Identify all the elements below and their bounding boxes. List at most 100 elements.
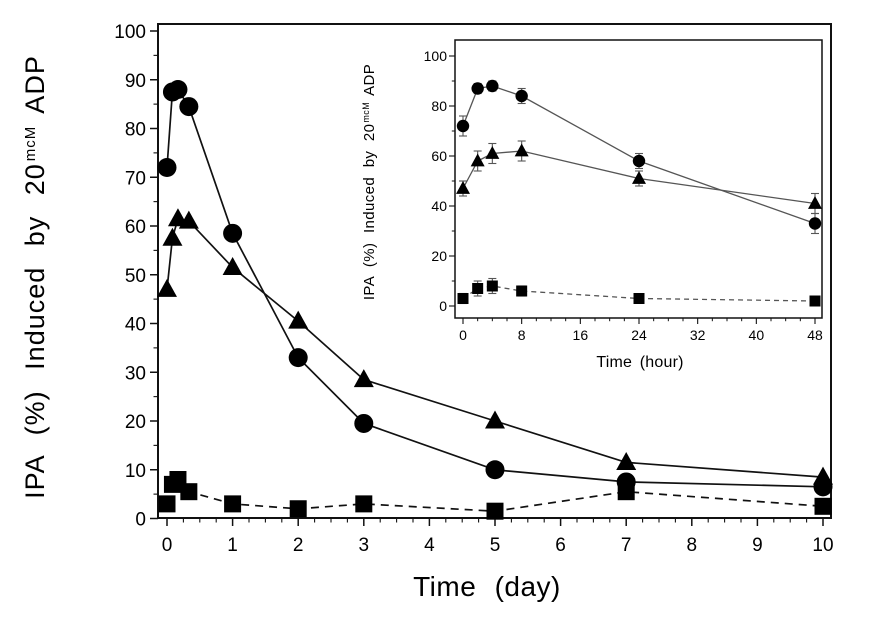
square-marker — [486, 280, 498, 292]
triangle-marker — [353, 369, 374, 388]
circle-marker — [179, 97, 199, 117]
y-tick-label: 40 — [431, 198, 447, 214]
triangle-marker — [485, 410, 505, 429]
x-tick-label: 6 — [555, 535, 566, 556]
filled-triangle-line — [166, 217, 824, 478]
x-tick-label: 8 — [518, 327, 526, 343]
main-y-axis-title: IPA (%) Induced by 20mcM ADP — [20, 17, 52, 537]
circle-marker — [288, 348, 308, 368]
square-marker — [633, 293, 645, 304]
square-marker — [457, 293, 469, 304]
x-tick-label: 10 — [812, 535, 833, 556]
triangle-marker — [632, 171, 646, 184]
x-tick-label: 0 — [459, 327, 467, 343]
triangle-marker — [616, 451, 637, 470]
triangle-marker — [157, 278, 177, 297]
y-tick-label: 30 — [125, 363, 146, 384]
circle-marker — [632, 154, 646, 168]
triangle-marker — [813, 466, 833, 485]
inset-y-axis-title-superscript: mcM — [361, 101, 371, 123]
main-y-axis-title-text: IPA (%) Induced by 20 — [20, 163, 50, 499]
square-marker — [289, 500, 307, 518]
circle-marker — [157, 158, 177, 177]
circle-marker — [808, 217, 822, 230]
square-marker — [472, 283, 484, 294]
inset-series-filled-circle — [456, 79, 822, 235]
triangle-marker — [222, 256, 243, 275]
x-tick-label: 3 — [359, 535, 370, 556]
triangle-marker — [288, 310, 309, 329]
main-series-filled-circle — [157, 80, 833, 497]
inset-y-axis-title-suffix: ADP — [361, 63, 378, 96]
y-tick-label: 100 — [114, 22, 146, 43]
main-x-axis-title: Time (day) — [413, 571, 561, 602]
filled-circle-line — [462, 85, 816, 225]
inset-y-axis-title-text: IPA (%) Induced by 20 — [361, 123, 378, 301]
y-tick-label: 100 — [424, 48, 448, 64]
circle-marker — [486, 79, 499, 93]
y-tick-label: 60 — [431, 148, 447, 164]
y-tick-label: 20 — [125, 412, 146, 433]
triangle-marker — [485, 146, 500, 159]
y-tick-label: 0 — [439, 298, 447, 314]
y-tick-label: 80 — [125, 120, 146, 141]
circle-marker — [515, 89, 528, 103]
triangle-marker — [470, 153, 485, 167]
circle-marker — [223, 223, 243, 243]
square-marker — [158, 495, 176, 513]
y-tick-label: 70 — [125, 168, 146, 189]
main-series-filled-square — [158, 471, 832, 520]
filled-square-line — [462, 285, 816, 302]
circle-marker — [485, 460, 505, 480]
triangle-marker — [162, 227, 183, 246]
y-tick-label: 60 — [125, 217, 146, 238]
main-axis-ticks — [150, 30, 824, 526]
circle-marker — [456, 119, 470, 133]
y-tick-label: 0 — [135, 510, 146, 531]
x-tick-label: 1 — [227, 535, 238, 556]
x-tick-label: 9 — [752, 535, 763, 556]
circle-marker — [168, 80, 188, 99]
triangle-marker — [178, 210, 199, 229]
y-tick-label: 90 — [125, 71, 146, 92]
inset-chart: 0 8 16 24 32 40 48 0 20 40 60 80 100 — [424, 39, 823, 343]
square-marker — [486, 502, 504, 520]
x-tick-label: 0 — [162, 535, 173, 556]
square-marker — [617, 483, 635, 501]
square-marker — [180, 483, 198, 501]
circle-marker — [471, 82, 484, 95]
square-marker — [224, 495, 242, 513]
y-tick-label: 40 — [125, 315, 146, 336]
inset-x-axis-title: Time (hour) — [596, 354, 684, 371]
inset-tick-labels: 0 8 16 24 32 40 48 0 20 40 60 80 100 — [424, 48, 823, 343]
y-tick-label: 80 — [431, 98, 447, 114]
square-marker — [355, 495, 373, 513]
main-y-axis-title-superscript: mcM — [22, 125, 39, 162]
x-tick-label: 16 — [573, 327, 589, 343]
y-tick-label: 20 — [431, 248, 447, 264]
triangle-marker — [456, 181, 470, 194]
inset-y-axis-title: IPA (%) Induced by 20mcM ADP — [361, 32, 381, 332]
triangle-marker — [514, 143, 529, 157]
main-series-filled-triangle — [157, 208, 833, 485]
square-marker — [809, 295, 821, 307]
inset-axis-ticks — [449, 55, 816, 324]
inset-series-filled-triangle — [456, 140, 822, 215]
x-tick-label: 4 — [424, 535, 435, 556]
triangle-marker — [808, 196, 822, 209]
x-tick-label: 40 — [749, 327, 765, 343]
x-tick-label: 48 — [807, 327, 823, 343]
x-tick-label: 24 — [631, 327, 647, 343]
x-tick-label: 32 — [690, 327, 706, 343]
x-tick-label: 5 — [490, 535, 501, 556]
square-marker — [516, 285, 528, 297]
square-marker — [814, 497, 832, 515]
inset-series-filled-square — [457, 277, 821, 307]
x-tick-label: 8 — [687, 535, 698, 556]
x-tick-label: 2 — [293, 535, 304, 556]
